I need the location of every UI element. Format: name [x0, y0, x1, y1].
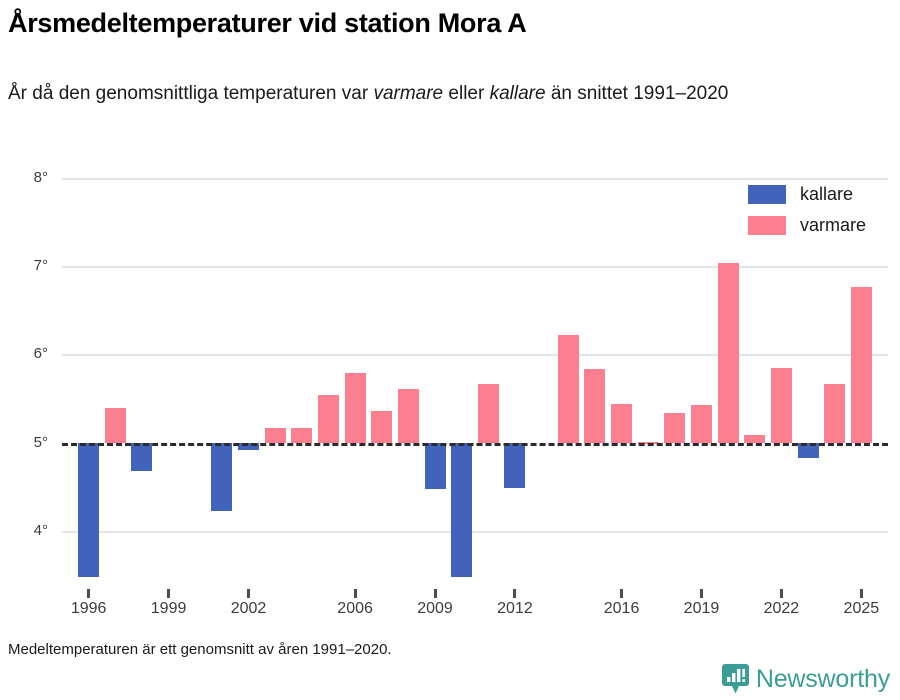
y-axis-tick-label: 5°: [33, 433, 48, 451]
average-baseline: [62, 442, 888, 446]
y-axis-tick-label: 7°: [33, 257, 48, 275]
brand-name: Newsworthy: [755, 664, 890, 693]
bar-1996[interactable]: [78, 442, 100, 577]
bar-2002[interactable]: [238, 442, 260, 451]
x-axis-tick-label: 2025: [843, 600, 880, 617]
gridline-6: [62, 354, 888, 357]
newsworthy-logo[interactable]: Newsworthy: [721, 664, 890, 694]
temperature-bar-chart: kallare varmare 4° 5° 6° 7° 8° 1996 1999 2002 20…: [0, 160, 900, 630]
gridline-8: [62, 178, 888, 180]
bar-2015[interactable]: [584, 369, 606, 443]
bar-2010[interactable]: [451, 442, 473, 578]
x-axis-tick-label: 2022: [763, 600, 800, 617]
y-axis-tick-label: 8°: [33, 169, 48, 186]
legend-swatch-varmare: [747, 216, 786, 235]
x-axis-tick-mark: [513, 589, 517, 598]
x-axis-tick-label: 2012: [497, 600, 533, 617]
bar-2009[interactable]: [424, 442, 446, 490]
page-title: Årsmedeltemperaturer vid station Mora A: [8, 8, 527, 38]
chart-legend: kallare varmare: [747, 184, 866, 246]
legend-item-kallare[interactable]: kallare: [747, 184, 866, 205]
x-axis-tick-mark: [779, 589, 783, 598]
bar-2003[interactable]: [264, 428, 286, 443]
bar-2006[interactable]: [344, 372, 366, 443]
subtitle-text-3: än snittet 1991–2020: [545, 83, 729, 104]
legend-label-varmare: varmare: [799, 215, 866, 235]
x-axis-tick-label: 2019: [683, 600, 720, 617]
subtitle-emphasis-varmare: varmare: [373, 83, 444, 104]
x-axis-tick-mark: [859, 589, 863, 598]
x-axis-tick-mark: [699, 589, 703, 598]
x-axis-tick-mark: [433, 589, 437, 598]
x-axis-tick-label: 1996: [70, 600, 107, 617]
y-axis-tick-label: 6°: [33, 345, 48, 363]
bar-2019[interactable]: [690, 405, 712, 443]
gridline-4: [62, 530, 888, 533]
x-axis-tick-label: 1999: [150, 600, 187, 617]
x-axis-tick-label: 2002: [230, 600, 267, 617]
plot-area: 4° 5° 6° 7° 8° 1996 1999 2002 2006 2009 2012 2016 20…: [34, 169, 888, 700]
x-axis-tick-mark: [247, 589, 251, 598]
subtitle-text-1: År då den genomsnittliga temperaturen va…: [8, 83, 374, 104]
bar-2016[interactable]: [611, 403, 633, 443]
legend-swatch-kallare: [747, 185, 786, 204]
bar-2021[interactable]: [744, 434, 766, 443]
legend-label-kallare: kallare: [799, 184, 854, 204]
x-axis-tick-mark: [87, 589, 91, 598]
bar-2012[interactable]: [504, 442, 526, 489]
x-axis-tick-label: 2016: [603, 600, 640, 617]
chart-footnote: Medeltemperaturen är ett genomsnitt av å…: [8, 641, 392, 658]
legend-item-varmare[interactable]: varmare: [747, 215, 866, 236]
x-axis-tick-mark: [167, 589, 171, 598]
page-subtitle: År då den genomsnittliga temperaturen va…: [8, 80, 868, 108]
x-axis-tick-mark: [353, 589, 357, 598]
chart-bubble-icon: [721, 664, 749, 694]
bar-2025[interactable]: [850, 287, 872, 443]
bar-2018[interactable]: [664, 413, 686, 443]
bar-2004[interactable]: [291, 427, 313, 443]
bar-2001[interactable]: [211, 442, 233, 512]
x-axis-tick-label: 2009: [417, 600, 453, 617]
bar-2008[interactable]: [397, 388, 419, 443]
x-axis-tick-label: 2006: [337, 600, 373, 617]
bar-1997[interactable]: [104, 408, 126, 443]
bar-2011[interactable]: [477, 384, 499, 443]
y-axis-tick-label: 4°: [33, 521, 48, 539]
gridline-7: [62, 266, 888, 269]
bar-2024[interactable]: [824, 384, 846, 443]
subtitle-text-2: eller: [443, 83, 490, 104]
x-axis-tick-mark: [620, 589, 624, 598]
bar-2023[interactable]: [797, 442, 819, 458]
bar-2007[interactable]: [371, 410, 393, 443]
bar-2022[interactable]: [770, 368, 792, 443]
bar-2005[interactable]: [317, 394, 339, 443]
bar-1998[interactable]: [131, 442, 153, 471]
subtitle-emphasis-kallare: kallare: [489, 83, 546, 104]
bar-2014[interactable]: [557, 334, 579, 443]
bar-2020[interactable]: [717, 262, 739, 443]
